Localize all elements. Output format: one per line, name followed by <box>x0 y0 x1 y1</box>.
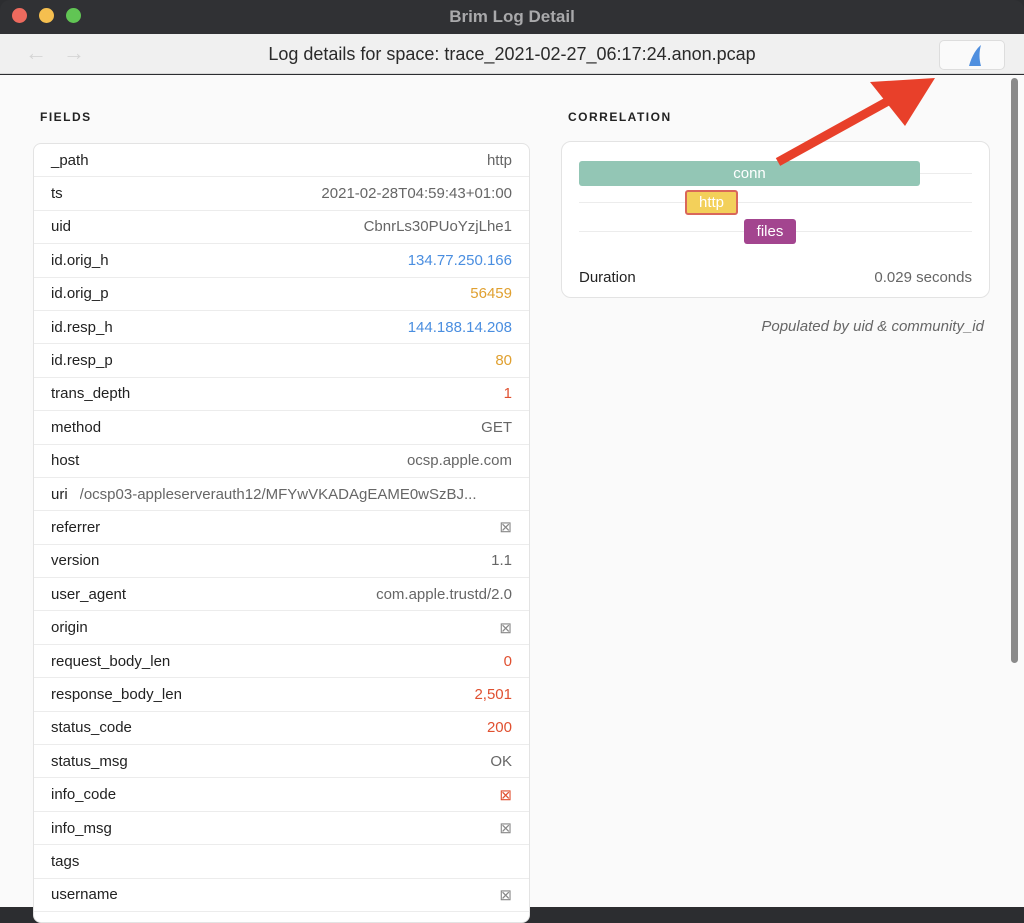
maximize-button[interactable] <box>66 8 81 23</box>
field-row[interactable]: id.resp_p 80 <box>34 344 529 378</box>
open-in-brim-button[interactable] <box>939 40 1005 70</box>
http-bar[interactable]: http <box>685 190 738 215</box>
field-key: status_msg <box>51 752 128 770</box>
field-key: status_code <box>51 719 132 737</box>
field-row[interactable]: request_body_len 0 <box>34 645 529 679</box>
field-row[interactable]: id.orig_p 56459 <box>34 278 529 311</box>
field-key: version <box>51 552 100 570</box>
field-row[interactable]: referrer ⊠ <box>34 511 529 545</box>
field-row[interactable]: version 1.1 <box>34 545 529 579</box>
field-row[interactable]: id.resp_h 144.188.14.208 <box>34 311 529 345</box>
field-key: uid <box>51 218 72 236</box>
field-key: id.orig_h <box>51 251 109 269</box>
field-key: uri <box>51 485 68 503</box>
field-row[interactable]: info_code ⊠ <box>34 778 529 812</box>
field-row[interactable]: origin ⊠ <box>34 611 529 645</box>
field-value[interactable]: 56459 <box>470 285 512 303</box>
minimize-button[interactable] <box>39 8 54 23</box>
field-row[interactable]: uri/ocsp03-appleserverauth12/MFYwVKADAgE… <box>34 478 529 512</box>
toolbar: ← → Log details for space: trace_2021-02… <box>0 34 1024 74</box>
field-key: info_msg <box>51 819 112 837</box>
field-row[interactable]: user_agent com.apple.trustd/2.0 <box>34 578 529 612</box>
forward-arrow-icon[interactable]: → <box>63 40 85 65</box>
back-arrow-icon[interactable]: ← <box>25 40 47 65</box>
shark-fin-icon <box>969 45 981 66</box>
field-value[interactable]: OK <box>490 752 512 770</box>
fields-table: _path http ts 2021-02-28T04:59:43+01:00 uid C… <box>33 143 530 923</box>
field-key: origin <box>51 619 88 637</box>
field-row[interactable]: _path http <box>34 144 529 178</box>
field-key: user_agent <box>51 585 127 603</box>
field-row[interactable]: trans_depth 1 <box>34 378 529 412</box>
field-row[interactable]: status_code 200 <box>34 712 529 746</box>
field-key: response_body_len <box>51 685 182 703</box>
log-detail-title: Log details for space: trace_2021-02-27_… <box>268 44 756 64</box>
conn-bar[interactable]: conn <box>579 161 920 186</box>
field-value[interactable]: 2021-02-28T04:59:43+01:00 <box>321 185 512 203</box>
duration-label: Duration <box>579 269 636 286</box>
field-value[interactable]: 1.1 <box>491 552 512 570</box>
field-value[interactable]: ⊠ <box>499 786 512 804</box>
field-row[interactable]: status_msg OK <box>34 745 529 779</box>
field-value[interactable]: ⊠ <box>499 820 512 837</box>
field-value[interactable]: 1 <box>503 385 512 403</box>
field-row[interactable]: id.orig_h 134.77.250.166 <box>34 244 529 278</box>
correlation-panel: conn http files Duration 0.029 seconds <box>561 141 990 298</box>
field-key: trans_depth <box>51 385 131 403</box>
field-key: ts <box>51 185 63 203</box>
field-value[interactable]: http <box>486 151 512 169</box>
field-value[interactable]: 0 <box>503 652 512 670</box>
correlation-note: Populated by uid & community_id <box>761 318 984 335</box>
field-key: id.resp_p <box>51 352 113 370</box>
fields-heading: FIELDS <box>40 110 92 124</box>
scrollbar[interactable] <box>1011 78 1018 663</box>
field-value[interactable]: ⊠ <box>499 519 512 537</box>
field-key: tags <box>51 852 80 870</box>
field-value[interactable]: com.apple.trustd/2.0 <box>376 585 512 603</box>
field-key: host <box>51 452 80 470</box>
field-key: id.orig_p <box>51 285 109 303</box>
correlation-heading: CORRELATION <box>568 110 672 124</box>
files-bar[interactable]: files <box>744 219 796 244</box>
field-value[interactable]: 80 <box>495 352 512 370</box>
field-value[interactable]: ⊠ <box>499 619 512 637</box>
field-row[interactable]: tags <box>34 845 529 879</box>
field-row[interactable]: method GET <box>34 411 529 445</box>
title-bar: Brim Log Detail <box>0 0 1024 34</box>
field-key: username <box>51 886 118 904</box>
field-value[interactable]: CbnrLs30PUoYzjLhe1 <box>363 218 512 236</box>
field-key: request_body_len <box>51 652 171 670</box>
close-button[interactable] <box>12 8 27 23</box>
field-key: method <box>51 418 102 436</box>
field-value[interactable]: ocsp.apple.com <box>406 452 512 470</box>
field-key: id.resp_h <box>51 318 113 336</box>
field-key: _path <box>51 151 89 169</box>
field-value[interactable]: 144.188.14.208 <box>407 318 512 336</box>
field-value[interactable]: GET <box>481 418 512 436</box>
field-row[interactable]: host ocsp.apple.com <box>34 445 529 478</box>
field-key: info_code <box>51 786 117 804</box>
field-value[interactable]: 2,501 <box>474 685 512 703</box>
field-key: referrer <box>51 518 101 536</box>
field-value[interactable]: ⊠ <box>499 886 512 904</box>
field-value[interactable]: 134.77.250.166 <box>407 251 512 269</box>
window-title: Brim Log Detail <box>449 7 575 26</box>
duration-value: 0.029 seconds <box>874 269 972 286</box>
field-row[interactable]: response_body_len 2,501 <box>34 678 529 712</box>
field-row[interactable]: ts 2021-02-28T04:59:43+01:00 <box>34 177 529 211</box>
field-row[interactable]: uid CbnrLs30PUoYzjLhe1 <box>34 211 529 245</box>
field-value[interactable]: 200 <box>486 719 512 737</box>
field-row[interactable]: info_msg ⊠ <box>34 812 529 846</box>
